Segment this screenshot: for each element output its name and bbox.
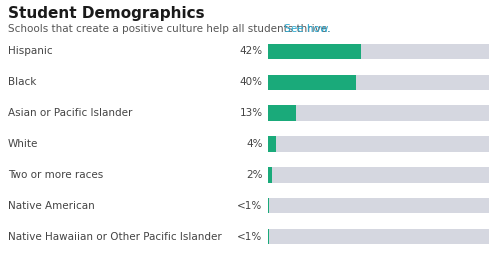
Text: 4%: 4%: [246, 139, 262, 149]
Bar: [268, 167, 489, 183]
Bar: [268, 44, 360, 59]
Text: Two or more races: Two or more races: [8, 170, 104, 180]
Text: 40%: 40%: [240, 77, 262, 87]
Bar: [268, 74, 356, 90]
Text: Hispanic: Hispanic: [8, 46, 52, 56]
Text: Black: Black: [8, 77, 36, 87]
Text: 42%: 42%: [240, 46, 262, 56]
Text: White: White: [8, 139, 38, 149]
Text: Asian or Pacific Islander: Asian or Pacific Islander: [8, 108, 132, 118]
Bar: [268, 44, 489, 59]
Text: <1%: <1%: [238, 232, 262, 242]
Text: Student Demographics: Student Demographics: [8, 6, 204, 21]
Bar: [268, 136, 489, 152]
Text: Native American: Native American: [8, 201, 95, 211]
Text: 13%: 13%: [240, 108, 262, 118]
Text: 2%: 2%: [246, 170, 262, 180]
Text: See how.: See how.: [282, 24, 331, 34]
Bar: [268, 229, 489, 244]
Bar: [268, 167, 272, 183]
Text: Schools that create a positive culture help all students thrive.: Schools that create a positive culture h…: [8, 24, 330, 34]
Text: <1%: <1%: [238, 201, 262, 211]
Bar: [268, 198, 489, 214]
Bar: [268, 105, 489, 121]
Bar: [268, 74, 489, 90]
Bar: [268, 136, 276, 152]
Text: Native Hawaiian or Other Pacific Islander: Native Hawaiian or Other Pacific Islande…: [8, 232, 222, 242]
Bar: [268, 105, 296, 121]
